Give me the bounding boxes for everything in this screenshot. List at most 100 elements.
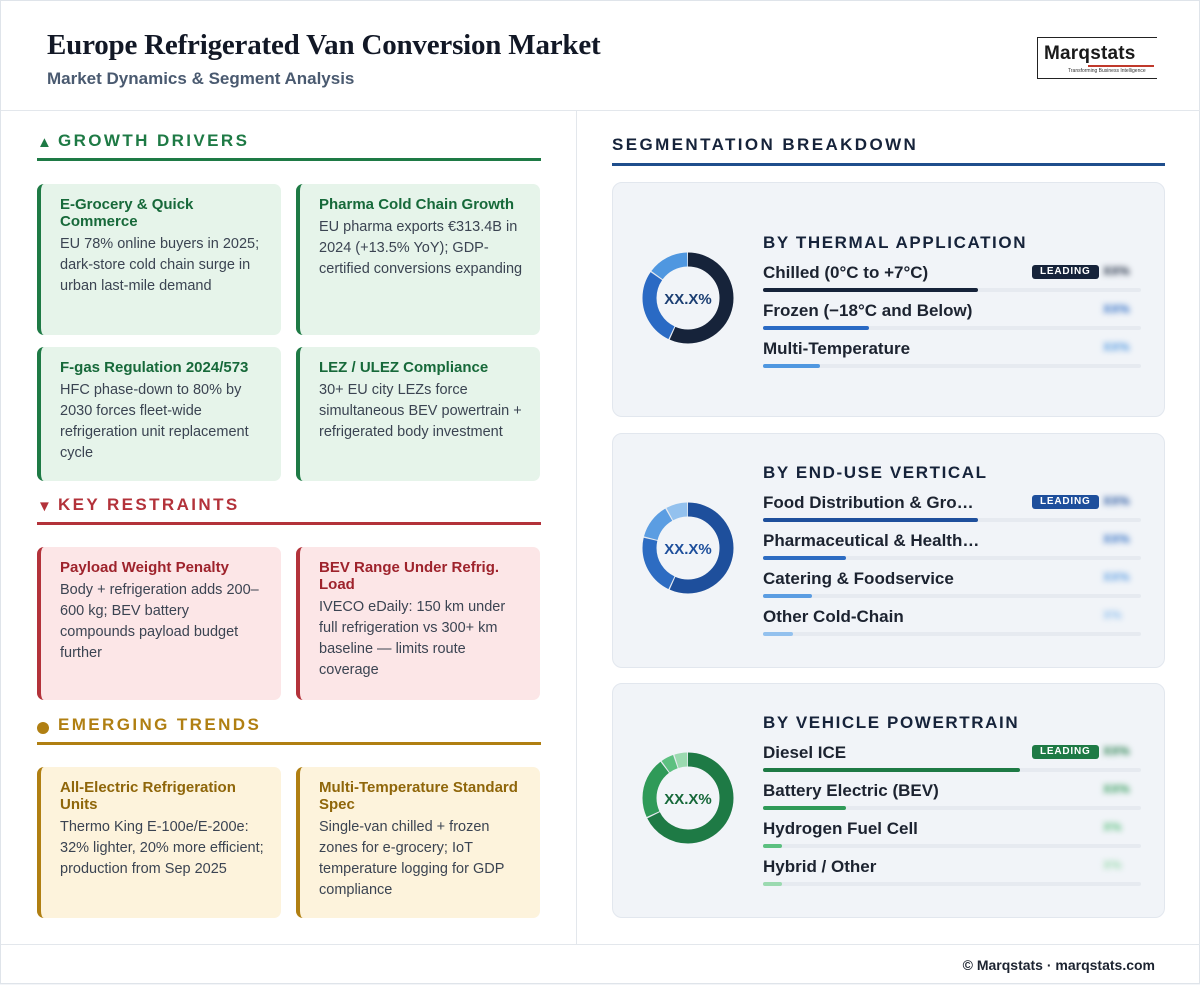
- segment-bar-fill: [763, 806, 847, 810]
- segment-value: XX%: [1103, 570, 1130, 584]
- segment-bar-fill: [763, 518, 979, 522]
- segment-value: XX%: [1103, 744, 1130, 758]
- footer-copyright: © Marqstats · marqstats.com: [962, 957, 1155, 973]
- segment-value: X%: [1103, 820, 1122, 834]
- segment-bar-track: [763, 844, 1141, 848]
- card-title: F-gas Regulation 2024/573: [60, 359, 249, 376]
- marqstats-logo: Marqstats Transforming Business Intellig…: [1037, 37, 1157, 79]
- segmentation-header: SEGMENTATION BREAKDOWN: [612, 129, 1165, 166]
- donut-label: XX.X%: [664, 541, 712, 558]
- restraint-card-bev-range: BEV Range Under Refrig. Load IVECO eDail…: [296, 547, 540, 700]
- segment-name: Multi-Temperature: [763, 339, 911, 358]
- segment-name: Food Distribution & Grocery: [763, 493, 983, 512]
- segment-value: XX%: [1103, 302, 1130, 316]
- donut-chart: [642, 252, 734, 344]
- driver-card-f-gas: F-gas Regulation 2024/573 HFC phase-down…: [37, 347, 281, 481]
- segment-name: Battery Electric (BEV): [763, 781, 939, 800]
- growth-drivers-label: GROWTH DRIVERS: [58, 131, 250, 150]
- segment-bar-fill: [763, 882, 782, 886]
- segment-bar-track: [763, 556, 1141, 560]
- segment-bar-track: [763, 326, 1141, 330]
- segment-bar-track: [763, 288, 1141, 292]
- key-restraints-header: ▼ KEY RESTRAINTS: [37, 495, 541, 525]
- segment-bar-fill: [763, 632, 794, 636]
- segment-name: Hybrid / Other: [763, 857, 877, 876]
- card-title: E-Grocery & Quick Commerce: [60, 196, 194, 230]
- donut-chart: [642, 502, 734, 594]
- segment-bar-fill: [763, 594, 813, 598]
- leading-badge: LEADING: [1032, 495, 1099, 509]
- segment-name: Chilled (0°C to +7°C): [763, 263, 929, 282]
- donut-slice: [642, 752, 734, 844]
- segment-name: Catering & Foodservice: [763, 569, 954, 588]
- segment-name: Diesel ICE: [763, 743, 847, 762]
- column-divider: [576, 111, 577, 944]
- trend-card-electric-units: All-Electric Refrigeration Units Thermo …: [37, 767, 281, 918]
- restraint-card-payload: Payload Weight Penalty Body + refrigerat…: [37, 547, 281, 700]
- segment-row: Chilled (0°C to +7°C) LEADING XX%: [763, 263, 1141, 292]
- card-body: Single-van chilled + frozen zones for e-…: [319, 819, 505, 898]
- leading-badge: LEADING: [1032, 265, 1099, 279]
- donut-label: XX.X%: [664, 791, 712, 808]
- segment-value: XX%: [1103, 494, 1130, 508]
- donut-label: XX.X%: [664, 291, 712, 308]
- segment-name: Other Cold-Chain: [763, 607, 904, 626]
- logo-underline: [1088, 65, 1154, 67]
- card-title: Multi-Temperature Standard Spec: [319, 779, 518, 813]
- card-title: Payload Weight Penalty: [60, 559, 229, 576]
- segment-bar-track: [763, 632, 1141, 636]
- donut-slice: [642, 502, 734, 594]
- panel-title: BY THERMAL APPLICATION: [763, 233, 1028, 252]
- panel-title: BY END-USE VERTICAL: [763, 463, 988, 482]
- segment-row: Battery Electric (BEV) XX%: [763, 781, 1141, 810]
- segment-bar-fill: [763, 364, 820, 368]
- segment-bar-track: [763, 518, 1141, 522]
- triangle-down-icon: ▼: [37, 498, 52, 515]
- segment-value: XX%: [1103, 782, 1130, 796]
- card-body: Thermo King E-100e/E-200e: 32% lighter, …: [60, 819, 264, 877]
- logo-wordmark: Marqstats: [1044, 43, 1136, 64]
- segmentation-label: SEGMENTATION BREAKDOWN: [612, 135, 919, 154]
- segment-bar-track: [763, 806, 1141, 810]
- card-body: EU pharma exports €313.4B in 2024 (+13.5…: [319, 219, 523, 277]
- panel-title: BY VEHICLE POWERTRAIN: [763, 713, 1020, 732]
- segment-row: Multi-Temperature XX%: [763, 339, 1141, 368]
- segment-value: XX%: [1103, 264, 1130, 278]
- segment-value: X%: [1103, 858, 1122, 872]
- segment-row: Hydrogen Fuel Cell X%: [763, 819, 1141, 848]
- segment-bar-fill: [763, 844, 782, 848]
- card-title: BEV Range Under Refrig. Load: [319, 559, 500, 593]
- segment-bar-fill: [763, 556, 847, 560]
- segment-row: Food Distribution & Grocery LEADING XX%: [763, 493, 1141, 522]
- segment-bar-fill: [763, 768, 1021, 772]
- card-body: HFC phase-down to 80% by 2030 forces fle…: [60, 382, 249, 461]
- card-body: IVECO eDaily: 150 km under full refriger…: [319, 599, 506, 678]
- segment-name: Hydrogen Fuel Cell: [763, 819, 918, 838]
- emerging-trends-label: EMERGING TRENDS: [58, 715, 262, 734]
- segment-bar-fill: [763, 326, 869, 330]
- circle-icon: [37, 721, 49, 738]
- segment-row: Frozen (−18°C and Below) XX%: [763, 301, 1141, 330]
- card-title: LEZ / ULEZ Compliance: [319, 359, 489, 376]
- header: Europe Refrigerated Van Conversion Marke…: [1, 1, 1200, 111]
- donut-slice: [642, 252, 734, 344]
- card-title: Pharma Cold Chain Growth: [319, 196, 515, 213]
- driver-card-pharma: Pharma Cold Chain Growth EU pharma expor…: [296, 184, 540, 335]
- segment-row: Hybrid / Other X%: [763, 857, 1141, 886]
- card-body: EU 78% online buyers in 2025; dark-store…: [60, 236, 260, 294]
- panel-end-use-vertical: XX.X% BY END-USE VERTICAL Food Distribut…: [612, 433, 1165, 668]
- logo-tagline: Transforming Business Intelligence: [1068, 68, 1146, 74]
- donut-slice: [642, 502, 734, 594]
- segment-value: XX%: [1103, 340, 1130, 354]
- donut-slice: [642, 752, 734, 844]
- donut-chart: [642, 752, 734, 844]
- driver-card-e-grocery: E-Grocery & Quick Commerce EU 78% online…: [37, 184, 281, 335]
- trend-card-multi-temp: Multi-Temperature Standard Spec Single-v…: [296, 767, 540, 918]
- card-body: 30+ EU city LEZs force simultaneous BEV …: [319, 382, 522, 440]
- triangle-up-icon: ▲: [37, 134, 52, 151]
- segment-name: Pharmaceutical & Healthcare: [763, 531, 983, 550]
- segment-name: Frozen (−18°C and Below): [763, 301, 973, 320]
- card-title: All-Electric Refrigeration Units: [60, 779, 236, 813]
- segment-bar-track: [763, 364, 1141, 368]
